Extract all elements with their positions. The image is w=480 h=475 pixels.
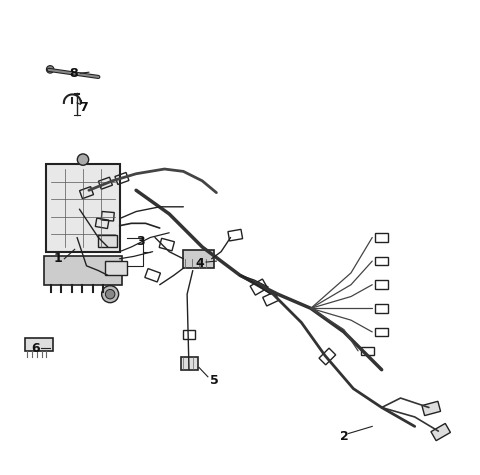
Text: 8: 8 [70,66,78,80]
Text: 1: 1 [54,252,62,265]
Circle shape [102,285,119,303]
FancyBboxPatch shape [25,338,52,351]
FancyBboxPatch shape [47,164,120,252]
FancyBboxPatch shape [106,261,127,275]
Polygon shape [431,423,450,441]
Text: 3: 3 [136,235,145,248]
Polygon shape [422,401,441,416]
Text: 5: 5 [210,374,218,387]
Text: 2: 2 [339,430,348,443]
Circle shape [106,289,115,299]
Circle shape [47,66,54,73]
Text: 7: 7 [79,101,87,114]
FancyBboxPatch shape [44,256,122,285]
Text: 6: 6 [32,342,40,355]
FancyBboxPatch shape [98,235,117,247]
FancyBboxPatch shape [183,250,214,268]
Circle shape [77,154,89,165]
Text: 4: 4 [195,257,204,270]
FancyBboxPatch shape [181,357,197,370]
